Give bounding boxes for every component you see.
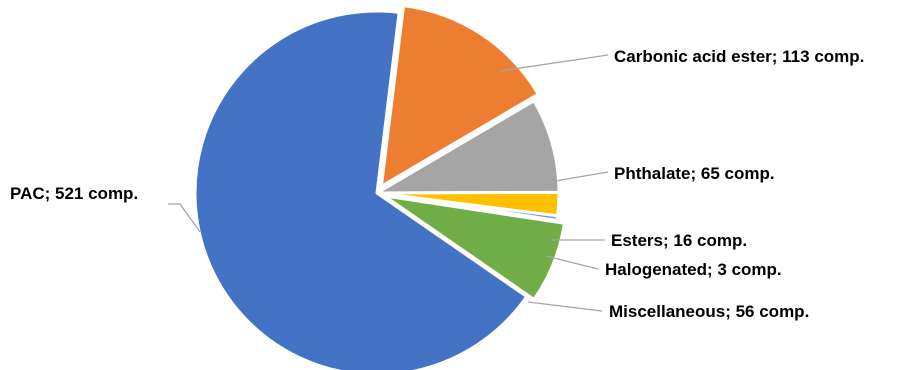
slice-carbonic-acid-ester	[379, 4, 540, 188]
leader-carbonic-acid-ester	[499, 54, 609, 72]
label-pac: PAC; 521 comp.	[10, 184, 138, 203]
label-miscellaneous: Miscellaneous; 56 comp.	[609, 302, 809, 321]
label-phthalate: Phthalate; 65 comp.	[614, 164, 775, 183]
leader-halogenated	[545, 255, 599, 270]
leader-phthalate	[554, 171, 609, 182]
leader-miscellaneous	[527, 301, 603, 312]
slice-miscellaneous	[382, 194, 566, 301]
slice-labels: Carbonic acid ester; 113 comp. Phthalate…	[10, 47, 864, 321]
leader-pac	[168, 203, 201, 233]
label-carbonic-acid-ester: Carbonic acid ester; 113 comp.	[614, 47, 864, 66]
leader-lines	[168, 54, 609, 312]
slice-halogenated	[375, 191, 560, 222]
slice-phthalate	[375, 99, 561, 195]
pie-slices	[193, 4, 566, 370]
label-esters: Esters; 16 comp.	[611, 231, 747, 250]
slice-pac	[193, 9, 529, 370]
label-halogenated: Halogenated; 3 comp.	[605, 260, 782, 279]
